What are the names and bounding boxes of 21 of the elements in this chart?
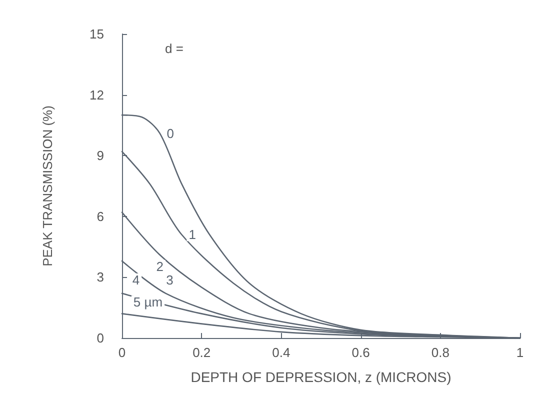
x-tick-label: 0.4	[272, 345, 290, 360]
y-tick-label: 12	[90, 87, 104, 102]
series-label: 4	[132, 272, 140, 288]
series-label: 0	[166, 126, 174, 141]
series-label: 3	[166, 272, 174, 288]
x-tick-label: 1	[516, 345, 524, 360]
series-label: 5 µm	[133, 294, 163, 310]
series-label: 1	[188, 227, 196, 242]
y-tick-label: 3	[96, 270, 104, 285]
annotation: d =	[165, 41, 184, 56]
x-tick-label: 0.6	[352, 345, 370, 360]
y-tick-label: 6	[96, 208, 104, 224]
x-tick-label: 0.8	[431, 345, 450, 360]
y-axis-title: PEAK TRANSMISSION (%)	[40, 106, 55, 266]
x-axis-title: DEPTH OF DEPRESSION, z (MICRONS)	[190, 369, 452, 385]
x-tick-label: 0.2	[192, 345, 211, 360]
x-tick-label: 0	[118, 345, 126, 360]
y-tick-label: 9	[96, 148, 104, 164]
y-tick-label: 0	[96, 330, 104, 346]
series-label: 2	[156, 258, 164, 274]
y-tick-label: 15	[90, 26, 104, 42]
